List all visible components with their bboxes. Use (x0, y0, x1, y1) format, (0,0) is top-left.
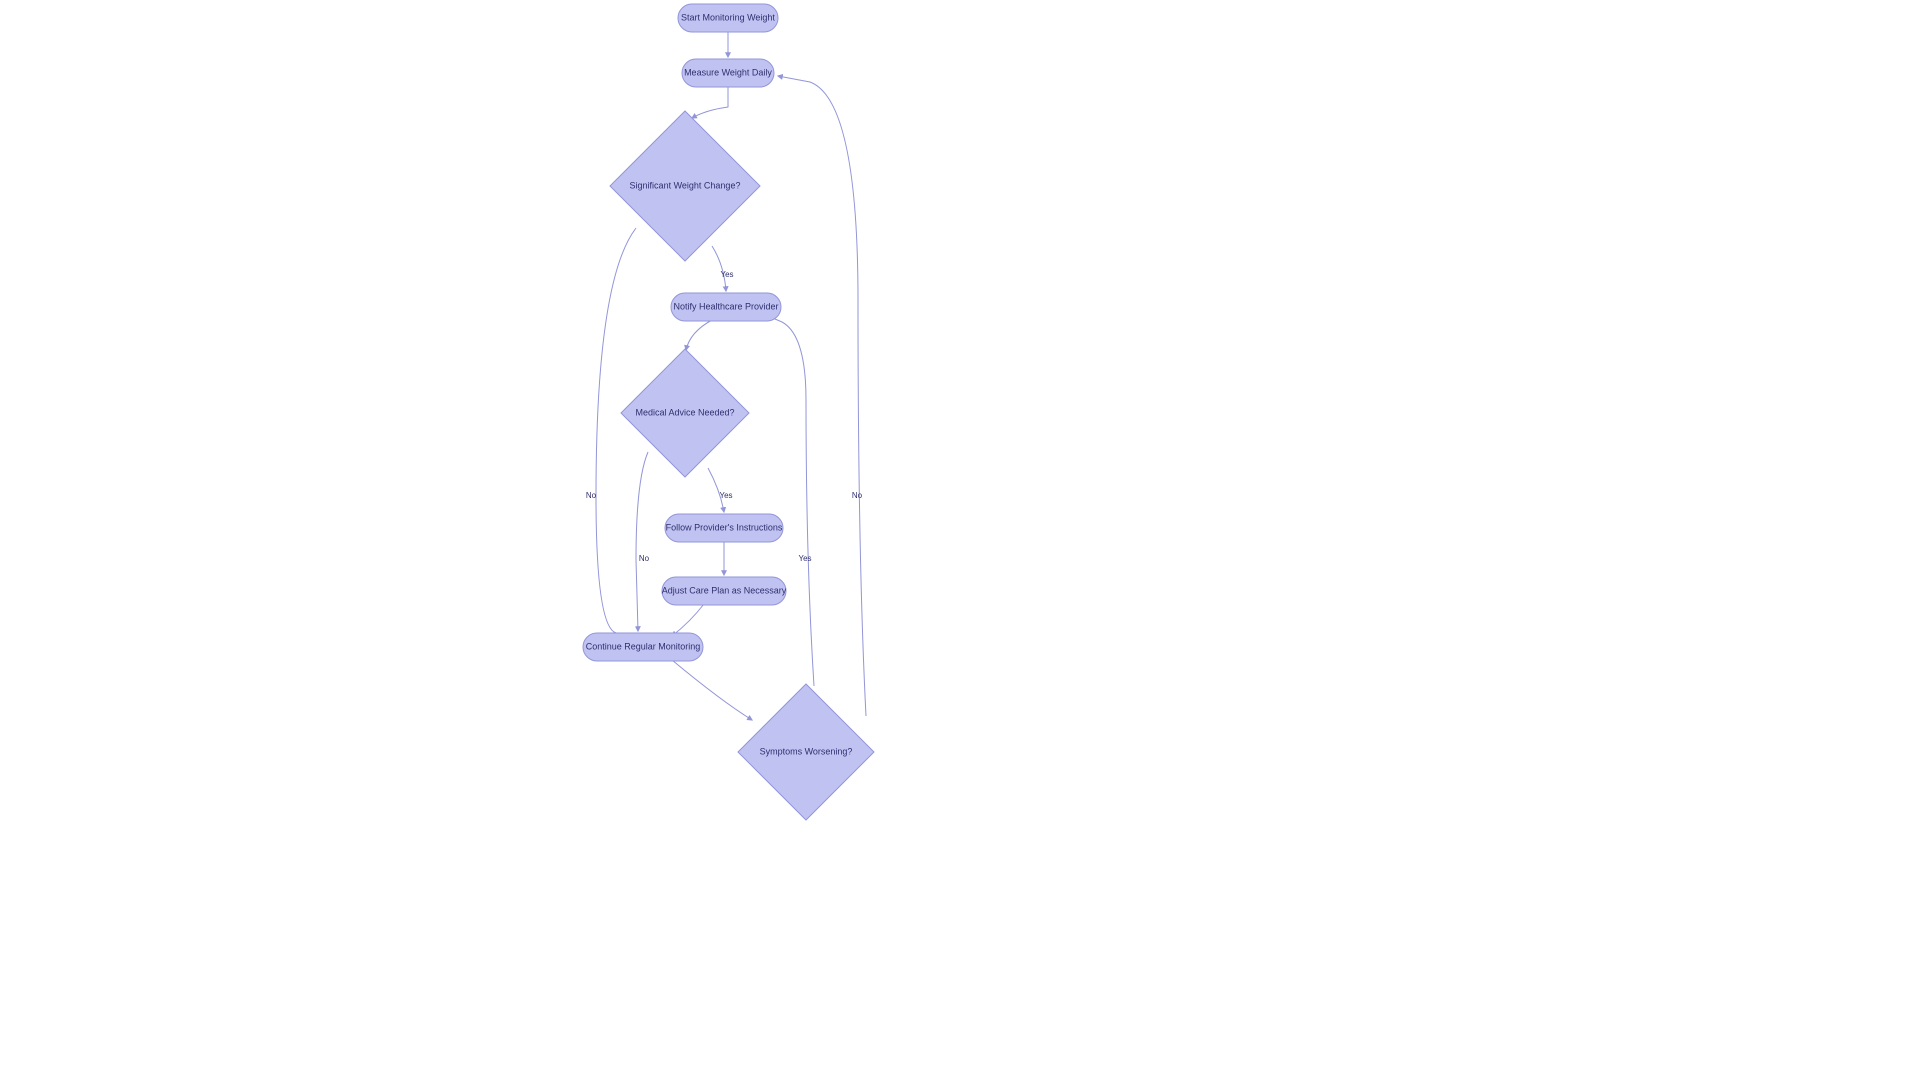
node-sigchg: Significant Weight Change? (610, 111, 760, 261)
node-label-notify: Notify Healthcare Provider (673, 301, 778, 311)
edge-advice-follow (708, 468, 724, 512)
edge-sigchg-continue (596, 228, 636, 640)
edge-worse-notify (768, 316, 814, 686)
edge-measure-sigchg (692, 87, 728, 118)
edge-label-worse-measure: No (852, 491, 863, 500)
node-label-follow: Follow Provider's Instructions (666, 522, 783, 532)
edge-label-sigchg-continue: No (586, 491, 597, 500)
node-continue: Continue Regular Monitoring (583, 633, 703, 661)
edge-label-worse-notify: Yes (798, 554, 811, 563)
edge-continue-worse (672, 660, 752, 720)
node-label-start: Start Monitoring Weight (681, 12, 775, 22)
edge-notify-advice (686, 320, 712, 350)
edge-label-sigchg-notify: Yes (720, 270, 733, 279)
edge-adjust-continue (672, 604, 704, 636)
node-notify: Notify Healthcare Provider (671, 293, 781, 321)
node-label-worse: Symptoms Worsening? (760, 746, 853, 756)
node-measure: Measure Weight Daily (682, 59, 774, 87)
edge-sigchg-notify (712, 246, 726, 291)
node-start: Start Monitoring Weight (678, 4, 778, 32)
edge-advice-continue (636, 452, 648, 631)
node-advice: Medical Advice Needed? (621, 349, 749, 477)
flowchart-canvas: Start Monitoring Weight Measure Weight Da… (0, 0, 1920, 1080)
node-worse: Symptoms Worsening? (738, 684, 874, 820)
node-follow: Follow Provider's Instructions (665, 514, 783, 542)
node-label-continue: Continue Regular Monitoring (586, 641, 701, 651)
edge-worse-measure (778, 76, 866, 716)
node-label-advice: Medical Advice Needed? (635, 407, 734, 417)
node-label-adjust: Adjust Care Plan as Necessary (662, 585, 787, 595)
node-label-sigchg: Significant Weight Change? (630, 180, 741, 190)
node-label-measure: Measure Weight Daily (684, 67, 772, 77)
edge-label-advice-follow: Yes (719, 491, 732, 500)
node-adjust: Adjust Care Plan as Necessary (662, 577, 787, 605)
edge-label-advice-continue: No (639, 554, 650, 563)
